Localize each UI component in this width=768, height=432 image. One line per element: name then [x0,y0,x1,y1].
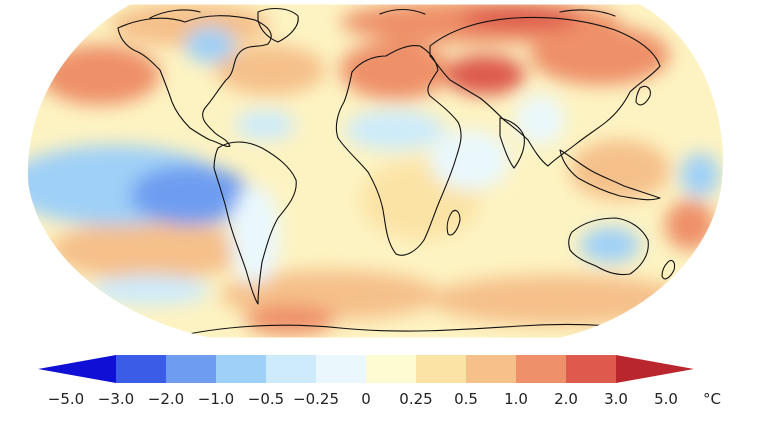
cool-patch [230,185,280,285]
warm-patch [215,45,325,95]
warm-patch [245,305,335,335]
legend-swatch [266,355,317,383]
legend-swatch [366,355,417,383]
warm-patch [340,40,450,100]
legend-arrow-low [38,355,116,383]
legend-swatch [566,355,617,383]
cool-patch [235,110,295,140]
legend-colorbar [38,355,694,383]
japan-coast [635,85,651,106]
warm-patch [445,55,525,95]
legend-tick-label: −0.5 [248,390,284,408]
legend-tick-label: −1.0 [198,390,234,408]
cool-patch [90,275,210,305]
cool-patch [130,165,250,225]
south-america-coast [213,141,297,305]
legend-tick-label: −5.0 [48,390,84,408]
cool-patch [185,27,235,63]
legend-swatch [316,355,367,383]
cool-patch [680,153,720,197]
legend-tick-label: 0 [361,390,371,408]
legend-swatch [516,355,567,383]
warm-patch [50,220,250,280]
legend-tick-labels: −5.0 −3.0 −2.0 −1.0 −0.5 −0.25 0 0.25 0.5 1.0 2.0 3… [48,390,678,408]
legend-tick-label: 2.0 [554,390,578,408]
india-coast [499,117,525,169]
legend-tick-label: 5.0 [654,390,678,408]
europe-africa-coast [335,45,462,256]
color-legend: −5.0 −3.0 −2.0 −1.0 −0.5 −0.25 0 0.25 0.5 1.0 2.0 3… [38,355,721,408]
globe-outline [26,3,724,339]
asia-coast [429,16,661,167]
legend-tick-label: −2.0 [148,390,184,408]
legend-swatch [116,355,167,383]
legend-swatch [216,355,267,383]
legend-swatch [416,355,467,383]
legend-tick-label: 0.25 [399,390,432,408]
world-map [26,3,724,339]
cool-patch [430,130,510,190]
legend-swatch [466,355,517,383]
southeast-asia-coast [559,149,661,201]
australia-coast [568,217,649,276]
legend-tick-label: 0.5 [454,390,478,408]
madagascar-coast [446,209,461,236]
legend-unit: °C [703,390,721,408]
warm-patch [665,200,715,250]
legend-arrow-high [616,355,694,383]
cool-patch [345,110,445,150]
map-globe [27,4,724,338]
cool-patch [515,95,565,145]
legend-swatch [166,355,217,383]
new-zealand-coast [661,259,676,280]
warm-patch [430,275,690,325]
warm-patch [570,140,670,200]
legend-tick-label: 1.0 [504,390,528,408]
arctic-islands-coast [149,8,616,19]
cool-patch [580,227,640,263]
legend-tick-label: −3.0 [98,390,134,408]
warm-patch [40,45,160,105]
legend-tick-label: −0.25 [293,390,339,408]
legend-tick-label: 3.0 [604,390,628,408]
greenland-coast [257,7,299,43]
